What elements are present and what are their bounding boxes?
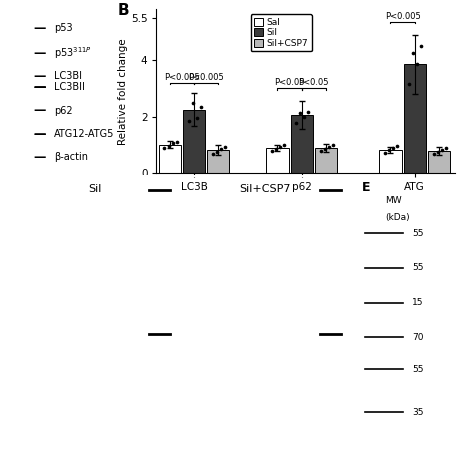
- Point: [165, 142, 173, 150]
- Bar: [9, 320, 180, 465]
- Text: 15: 15: [412, 298, 424, 307]
- Text: p53: p53: [54, 23, 73, 33]
- Point: [389, 145, 397, 152]
- Text: —: —: [34, 81, 46, 94]
- Text: LC3BI: LC3BI: [54, 72, 82, 82]
- Point: [197, 103, 205, 110]
- Text: P<0.005: P<0.005: [164, 73, 200, 82]
- Point: [414, 61, 421, 68]
- Text: P<0.005: P<0.005: [385, 12, 420, 21]
- Text: —: —: [34, 46, 46, 60]
- Text: P<0.05: P<0.05: [274, 78, 305, 87]
- Text: β-actin: β-actin: [54, 153, 88, 163]
- Point: [385, 146, 393, 154]
- Text: B: B: [118, 3, 129, 18]
- Text: LC3BII: LC3BII: [54, 82, 85, 92]
- Text: —: —: [34, 81, 46, 94]
- Text: Sil+CSP7: Sil+CSP7: [240, 184, 291, 194]
- Bar: [183, 109, 205, 173]
- Bar: [403, 64, 426, 173]
- Text: —: —: [34, 128, 46, 141]
- Point: [418, 42, 425, 49]
- Bar: [9, 175, 180, 320]
- Text: P<0.005: P<0.005: [188, 73, 224, 82]
- Point: [173, 138, 181, 146]
- Point: [434, 148, 441, 155]
- Bar: [428, 151, 450, 173]
- Point: [442, 145, 449, 152]
- Text: E: E: [361, 181, 370, 194]
- Point: [217, 145, 225, 153]
- Point: [438, 146, 446, 154]
- Point: [301, 113, 308, 121]
- Point: [292, 119, 300, 127]
- Text: —: —: [34, 70, 46, 83]
- Point: [406, 81, 413, 88]
- Text: 55: 55: [412, 264, 424, 273]
- Text: —: —: [34, 128, 46, 141]
- Bar: [379, 150, 401, 173]
- Text: p53$^{311P}$: p53$^{311P}$: [54, 45, 92, 61]
- Bar: [207, 150, 229, 173]
- Point: [276, 143, 284, 151]
- Text: —: —: [34, 81, 46, 94]
- Text: 35: 35: [412, 408, 424, 417]
- Point: [189, 99, 197, 106]
- Point: [317, 147, 324, 155]
- Text: 70: 70: [412, 333, 424, 342]
- Text: —: —: [34, 151, 46, 164]
- Text: P<0.05: P<0.05: [299, 78, 329, 87]
- Text: —: —: [34, 104, 46, 117]
- Point: [297, 109, 304, 117]
- Point: [393, 142, 401, 150]
- Text: 55: 55: [412, 229, 424, 237]
- Bar: [315, 148, 337, 173]
- Point: [213, 148, 221, 155]
- Text: ATG12-ATG5: ATG12-ATG5: [54, 129, 114, 139]
- Text: —: —: [34, 22, 46, 35]
- Point: [209, 150, 217, 158]
- Point: [321, 145, 328, 153]
- Point: [381, 149, 389, 156]
- Point: [193, 114, 201, 122]
- Bar: [180, 320, 351, 465]
- Point: [325, 143, 332, 151]
- Legend: Sal, Sil, Sil+CSP7: Sal, Sil, Sil+CSP7: [251, 14, 312, 51]
- Point: [329, 142, 337, 149]
- Point: [185, 117, 192, 125]
- Point: [221, 143, 229, 151]
- Point: [268, 147, 276, 155]
- Text: Sil: Sil: [88, 184, 101, 194]
- Point: [430, 150, 438, 158]
- Text: (kDa): (kDa): [385, 213, 410, 222]
- Y-axis label: Relative fold change: Relative fold change: [118, 38, 128, 145]
- Bar: [180, 175, 351, 320]
- Point: [273, 145, 280, 153]
- Point: [305, 108, 312, 115]
- Text: p62: p62: [54, 106, 73, 116]
- Point: [281, 142, 288, 149]
- Point: [169, 140, 176, 147]
- Point: [410, 49, 417, 57]
- Text: 55: 55: [412, 365, 424, 374]
- Bar: [266, 148, 289, 173]
- Point: [161, 145, 168, 152]
- Bar: [159, 145, 181, 173]
- Bar: [291, 115, 313, 173]
- Text: MW: MW: [385, 196, 402, 205]
